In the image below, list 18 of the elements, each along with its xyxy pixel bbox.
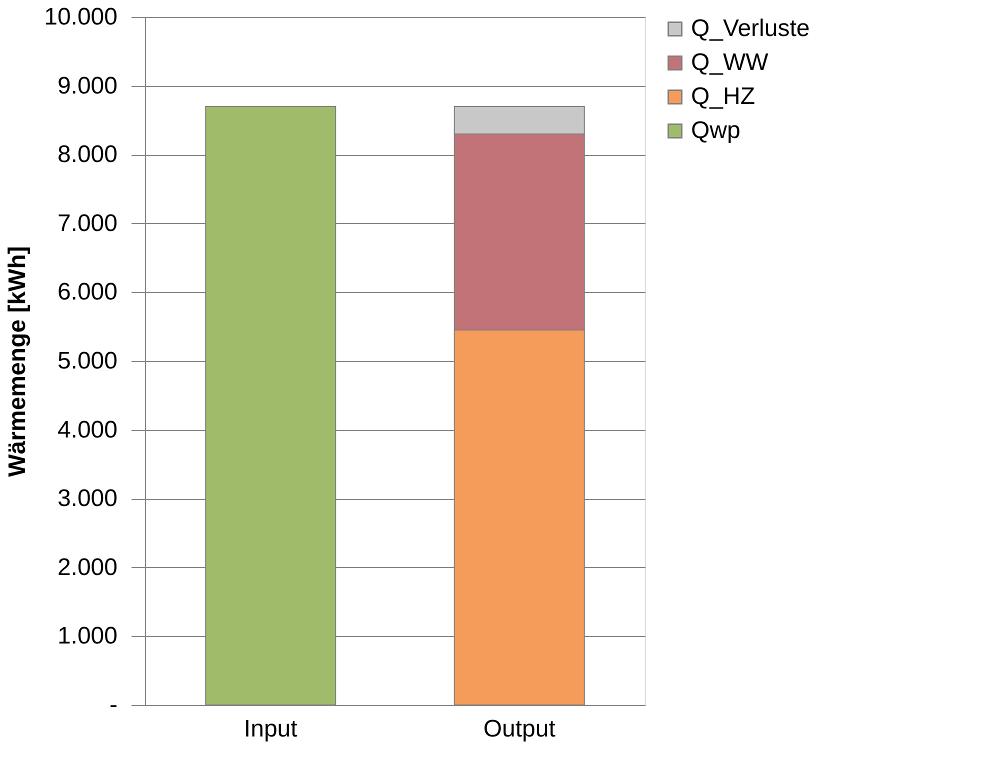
y-tick-label: 4.000 (57, 416, 118, 444)
legend-label: Q_Verluste (691, 15, 810, 42)
legend-label: Qwp (691, 117, 740, 144)
y-axis-title: Wärmemenge [kWh] (4, 246, 32, 477)
y-tick-label: 8.000 (57, 141, 118, 168)
y-tick-label: 2.000 (57, 554, 118, 581)
x-tick-label: Output (483, 716, 556, 742)
y-tick-label: 10.000 (44, 4, 118, 30)
y-tick-label: - (110, 692, 118, 718)
y-tick-label: 1.000 (57, 622, 118, 650)
x-tick-label: Input (244, 716, 298, 742)
legend-label: Q_HZ (691, 83, 756, 110)
y-tick-label: 9.000 (57, 72, 118, 100)
y-tick-label: 6.000 (57, 278, 118, 306)
y-tick-label: 5.000 (57, 348, 118, 374)
y-tick-label: 3.000 (57, 485, 118, 512)
y-tick-label: 7.000 (57, 210, 118, 237)
legend-label: Q_WW (691, 49, 769, 76)
